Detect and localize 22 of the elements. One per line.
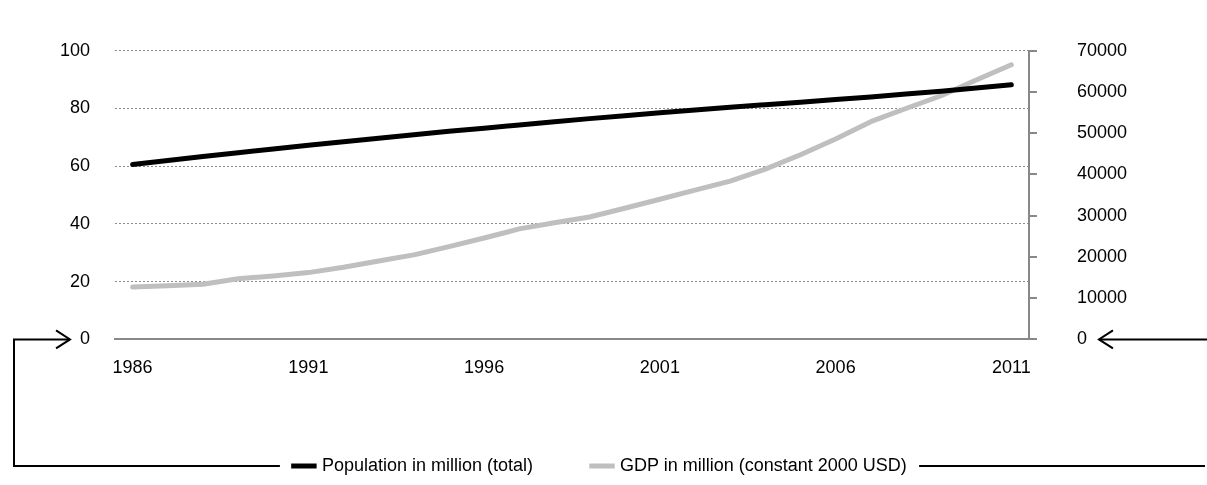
y2-tick-label: 60000	[1076, 81, 1128, 101]
y-tick-label: 100	[59, 39, 91, 60]
y2-tick-label: 10000	[1076, 287, 1128, 308]
y2-tick-label: 30000	[1076, 204, 1128, 225]
x-tick-label: 2006	[815, 357, 856, 378]
y2-tick-label: 50000	[1076, 122, 1128, 143]
y-tick-label: 60	[70, 155, 91, 176]
y-tick-label: 40	[70, 212, 91, 233]
legend-label: Population in million (total)	[321, 454, 533, 475]
y-tick-label: 0	[80, 328, 91, 349]
x-tick-label: 2011	[992, 357, 1031, 378]
y-tick-label: 80	[70, 97, 91, 118]
y2-tick-label: 20000	[1076, 245, 1128, 266]
legend-label: GDP in million (constant 2000 USD)	[620, 454, 907, 475]
y-tick-label: 20	[70, 270, 91, 291]
y2-tick-label: 70000	[1076, 39, 1128, 60]
y2-tick-label: 0	[1076, 328, 1087, 349]
x-tick-label: 1991	[288, 357, 329, 378]
y2-tick-label: 40000	[1076, 163, 1128, 184]
x-tick-label: 1996	[464, 357, 505, 378]
x-tick-label: 1986	[112, 357, 153, 378]
x-tick-label: 2001	[639, 357, 680, 378]
